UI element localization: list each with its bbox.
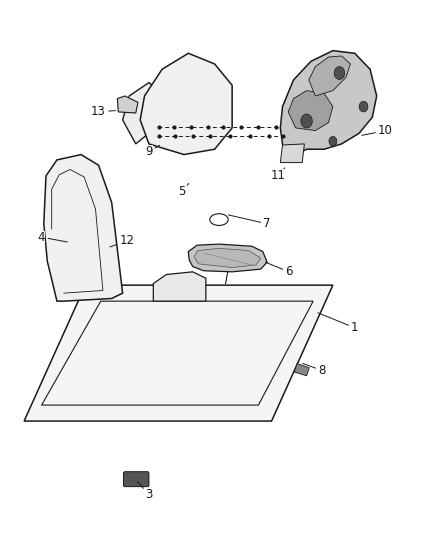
Polygon shape bbox=[117, 96, 138, 113]
Polygon shape bbox=[280, 51, 377, 160]
Text: 3: 3 bbox=[138, 482, 152, 501]
Text: 9: 9 bbox=[145, 146, 160, 158]
Polygon shape bbox=[44, 155, 123, 301]
Circle shape bbox=[301, 114, 312, 128]
Polygon shape bbox=[24, 285, 333, 421]
Polygon shape bbox=[288, 91, 333, 131]
Text: 10: 10 bbox=[362, 124, 393, 137]
Polygon shape bbox=[140, 53, 232, 155]
Circle shape bbox=[359, 101, 368, 112]
Text: 8: 8 bbox=[303, 364, 325, 377]
FancyBboxPatch shape bbox=[124, 472, 149, 487]
Polygon shape bbox=[280, 144, 304, 163]
Polygon shape bbox=[188, 244, 267, 272]
Polygon shape bbox=[194, 248, 261, 268]
Text: 6: 6 bbox=[265, 262, 293, 278]
Text: 11: 11 bbox=[271, 168, 286, 182]
Text: 4: 4 bbox=[38, 231, 67, 244]
Text: 12: 12 bbox=[110, 235, 134, 247]
Text: 5: 5 bbox=[178, 183, 189, 198]
Polygon shape bbox=[309, 56, 350, 96]
Polygon shape bbox=[294, 364, 309, 376]
Polygon shape bbox=[153, 272, 206, 301]
Text: 1: 1 bbox=[318, 313, 359, 334]
Circle shape bbox=[329, 136, 337, 146]
Text: 13: 13 bbox=[91, 106, 116, 118]
Circle shape bbox=[334, 67, 345, 79]
Polygon shape bbox=[123, 83, 164, 144]
Text: 7: 7 bbox=[228, 215, 271, 230]
